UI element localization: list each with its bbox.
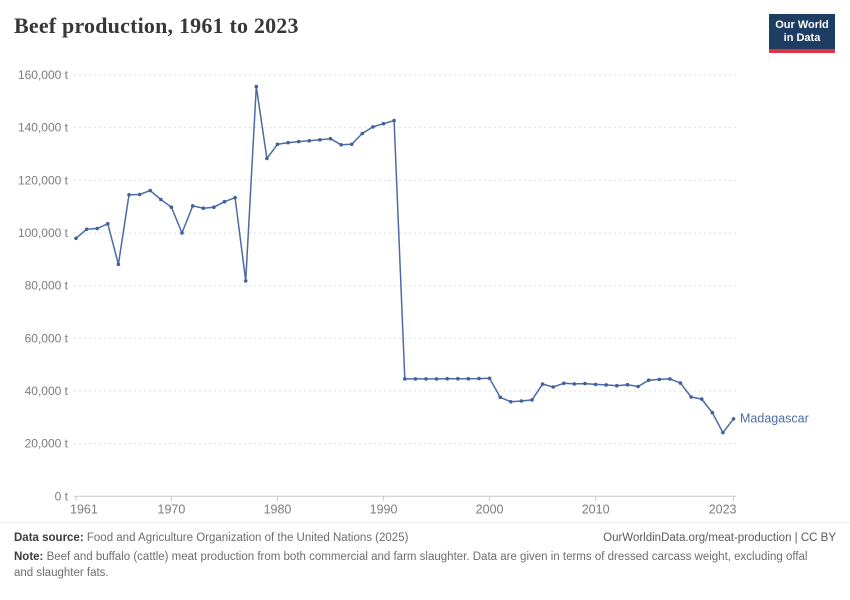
y-axis-label: 160,000 t (18, 68, 69, 82)
data-point (604, 383, 608, 387)
data-point (95, 226, 99, 231)
note-text: Beef and buffalo (cattle) meat productio… (14, 551, 808, 579)
data-point (466, 376, 471, 381)
data-point (190, 204, 195, 208)
source-row: Data source: Food and Agriculture Organi… (14, 532, 836, 544)
series-label-madagascar[interactable]: Madagascar (740, 411, 809, 425)
data-point (572, 382, 577, 386)
x-axis-label: 1970 (158, 502, 186, 516)
data-point (201, 206, 206, 210)
x-axis-label: 2023 (709, 502, 737, 516)
data-point (137, 192, 142, 197)
data-point (615, 383, 619, 388)
data-point (583, 381, 587, 386)
x-axis-label: 1980 (264, 502, 292, 516)
attribution-link[interactable]: OurWorldinData.org/meat-production | CC … (603, 532, 836, 544)
data-point (127, 193, 131, 197)
data-point (360, 131, 365, 136)
data-point (413, 377, 418, 381)
data-point (668, 377, 672, 381)
data-point (434, 377, 439, 381)
data-point (721, 430, 725, 435)
note-label: Note: (14, 551, 44, 563)
data-point (562, 381, 566, 386)
data-point (509, 400, 513, 404)
data-source: Data source: Food and Agriculture Organi… (14, 532, 408, 544)
x-axis-label: 2000 (476, 502, 504, 516)
data-point (275, 142, 280, 147)
data-point (392, 118, 396, 123)
x-axis-label: 1990 (370, 502, 398, 516)
y-axis-label: 60,000 t (25, 331, 69, 345)
data-point (349, 142, 354, 147)
y-axis-label: 0 t (55, 489, 69, 503)
data-point (445, 376, 450, 381)
data-point (116, 262, 121, 267)
data-point (593, 382, 598, 387)
data-point (678, 381, 683, 385)
data-point (551, 385, 555, 389)
data-point (106, 222, 110, 226)
data-point (180, 231, 184, 235)
data-point (498, 395, 503, 400)
data-point (148, 188, 152, 193)
data-point (530, 398, 534, 402)
y-axis-label: 20,000 t (25, 437, 69, 451)
data-point (657, 377, 662, 382)
data-point (286, 140, 290, 145)
data-point (477, 376, 481, 381)
data-point (318, 138, 322, 142)
data-point (456, 376, 460, 381)
data-point (212, 205, 216, 209)
data-point (254, 84, 259, 89)
y-axis-label: 120,000 t (18, 173, 69, 187)
y-axis-label: 100,000 t (18, 226, 69, 240)
chart-note: Note: Beef and buffalo (cattle) meat pro… (14, 549, 826, 581)
data-point (381, 121, 386, 126)
data-point (710, 410, 715, 415)
owid-logo-line2: in Data (783, 32, 821, 44)
data-point (699, 397, 704, 401)
owid-logo-line1: Our World (775, 19, 829, 31)
chart-footer: Data source: Food and Agriculture Organi… (0, 522, 850, 581)
line-chart[interactable]: 0 t 20,000 t 40,000 t 60,000 t 80,000 t 100,0… (0, 58, 850, 522)
data-source-text: Food and Agriculture Organization of the… (86, 532, 409, 544)
data-point (403, 377, 407, 381)
data-point (519, 399, 524, 403)
data-point (339, 143, 343, 147)
data-point (265, 156, 269, 161)
data-line-madagascar[interactable] (75, 85, 735, 434)
data-point (371, 125, 375, 129)
data-point (487, 376, 492, 381)
data-point (84, 227, 89, 232)
data-point (296, 139, 301, 144)
y-axis-label: 80,000 t (25, 279, 69, 293)
data-point (625, 382, 630, 387)
data-point (307, 139, 312, 143)
data-point (222, 199, 227, 204)
data-point (159, 197, 163, 202)
data-point (540, 382, 545, 386)
data-point (731, 417, 736, 421)
data-point (169, 205, 174, 209)
y-axis-label: 40,000 t (25, 384, 69, 398)
data-point (328, 136, 333, 141)
owid-logo[interactable]: Our World in Data (769, 14, 835, 53)
data-point (424, 377, 428, 381)
y-axis-label: 140,000 t (18, 121, 69, 135)
x-axis-label: 2010 (582, 502, 610, 516)
data-point (74, 236, 78, 241)
data-point (636, 384, 640, 389)
data-point (689, 395, 693, 399)
data-point (646, 378, 651, 383)
page-title: Beef production, 1961 to 2023 (14, 13, 299, 38)
data-source-label: Data source: (14, 532, 84, 544)
x-axis-label: 1961 (70, 502, 98, 516)
data-point (233, 195, 237, 200)
data-point (243, 279, 248, 283)
